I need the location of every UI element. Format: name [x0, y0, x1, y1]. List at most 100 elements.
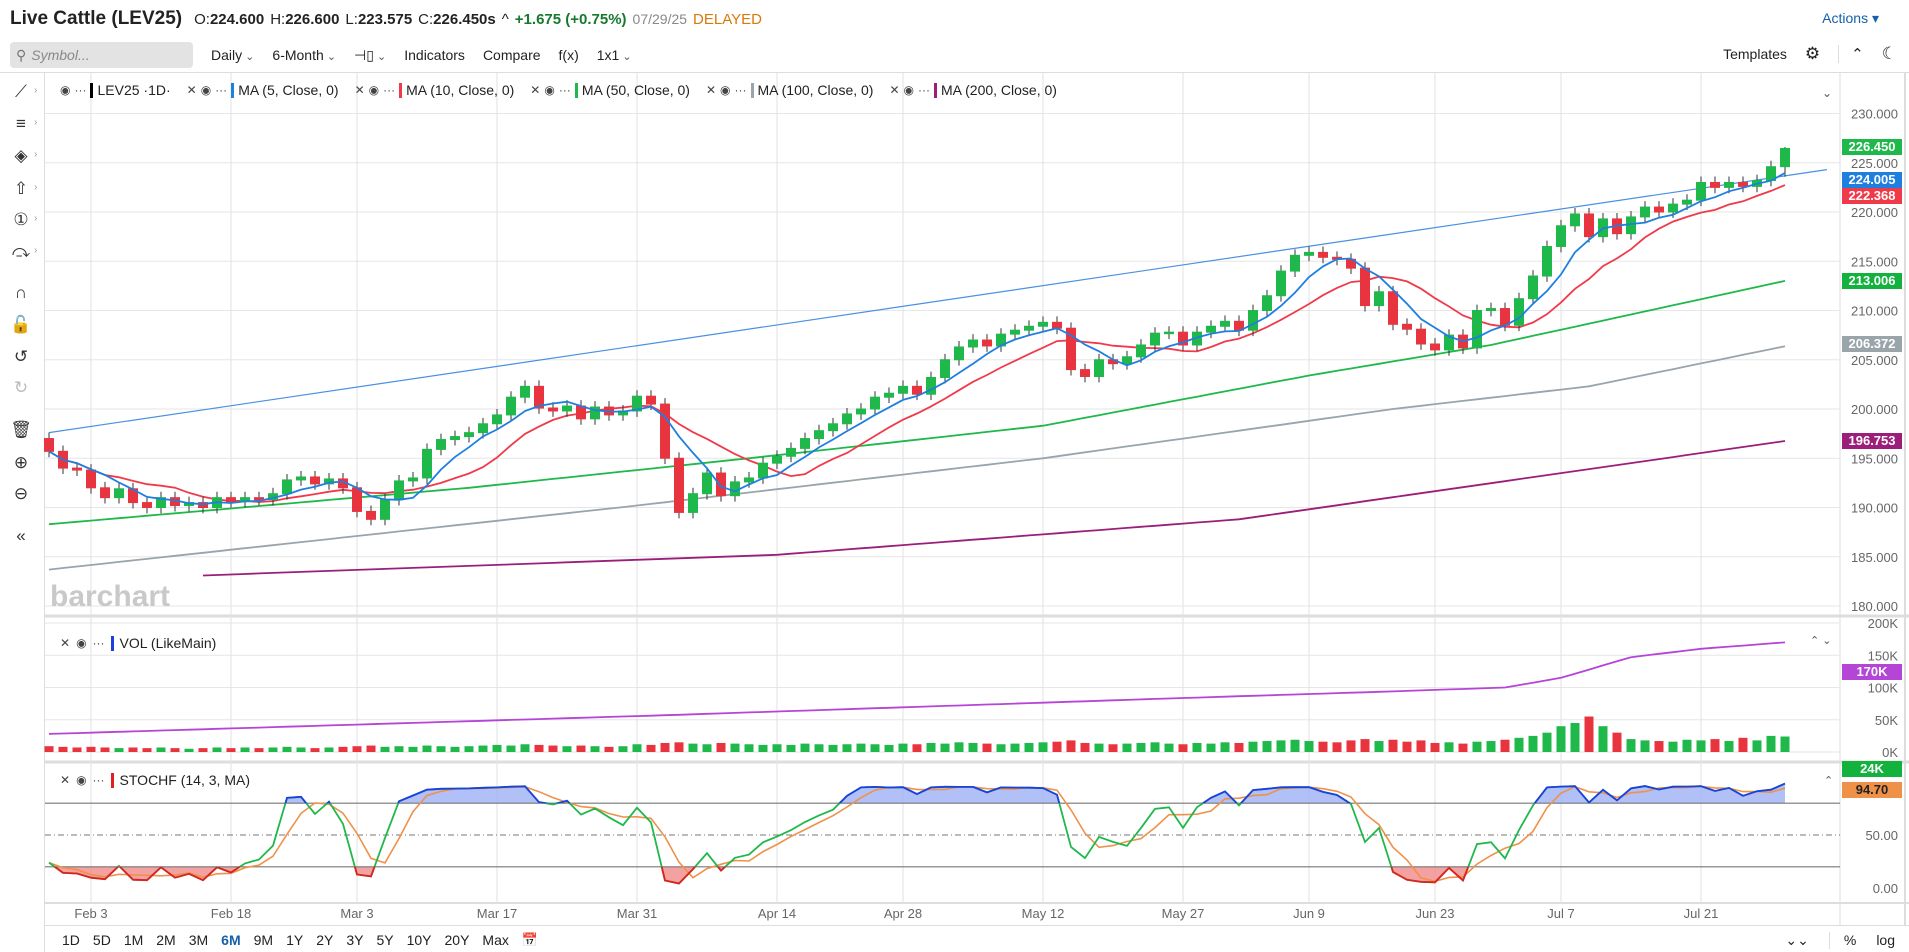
date-tick-label: Mar 3: [340, 906, 373, 921]
period-dropdown[interactable]: 6-Month: [272, 47, 336, 63]
more-icon[interactable]: ···: [92, 636, 105, 650]
number-marker-icon[interactable]: ①: [13, 210, 29, 229]
gear-icon[interactable]: ⚙: [1804, 44, 1821, 63]
range-button-10y[interactable]: 10Y: [406, 932, 432, 948]
zoom-out-icon[interactable]: ⊖: [13, 484, 29, 503]
chevron-right-icon[interactable]: ›: [34, 85, 38, 96]
more-icon[interactable]: ···: [734, 83, 747, 97]
range-button-1y[interactable]: 1Y: [286, 932, 304, 948]
range-button-6m[interactable]: 6M: [221, 932, 241, 948]
candle: [282, 479, 292, 495]
range-button-3m[interactable]: 3M: [188, 932, 209, 948]
volume-bar: [1178, 744, 1188, 752]
dark-mode-moon-icon[interactable]: ☾: [1881, 44, 1897, 63]
eye-icon[interactable]: ◉: [200, 83, 212, 97]
volume-bar: [170, 748, 180, 752]
range-button-1m[interactable]: 1M: [123, 932, 144, 948]
legend-item[interactable]: ◉ ··· LEV25 ·1D·: [60, 82, 171, 98]
actions-menu-button[interactable]: Actions ▾: [1822, 10, 1879, 26]
legend-collapse-chevron-icon[interactable]: ⌄: [1822, 86, 1833, 100]
more-icon[interactable]: ···: [558, 83, 571, 97]
legend-item[interactable]: ✕ ◉ ··· MA (100, Close, 0): [706, 82, 873, 98]
fibonacci-tool-icon[interactable]: ≡: [16, 114, 26, 133]
eye-icon[interactable]: ◉: [544, 83, 555, 97]
compare-button[interactable]: Compare: [482, 47, 541, 63]
close-icon[interactable]: ✕: [889, 83, 900, 97]
chevron-right-icon[interactable]: ›: [34, 117, 38, 128]
arrow-tool-icon[interactable]: ⇧: [13, 179, 29, 198]
candle: [1528, 275, 1538, 300]
trash-icon[interactable]: 🗑: [10, 420, 32, 439]
trend-line-tool-icon[interactable]: ⟋: [15, 82, 27, 101]
chart-type-dropdown[interactable]: ⊣▯: [354, 47, 386, 64]
close-icon[interactable]: ✕: [60, 773, 71, 787]
more-icon[interactable]: ···: [74, 83, 87, 97]
more-icon[interactable]: ···: [92, 773, 105, 787]
close-icon[interactable]: ✕: [530, 83, 541, 97]
range-button-1d[interactable]: 1D: [62, 932, 80, 948]
candle: [1444, 334, 1454, 351]
chevron-right-icon[interactable]: ›: [34, 149, 38, 160]
chevron-right-icon[interactable]: ›: [34, 182, 38, 193]
candle: [548, 407, 558, 412]
close-icon[interactable]: ✕: [186, 83, 197, 97]
legend-item[interactable]: ✕ ◉ ··· MA (50, Close, 0): [530, 82, 690, 98]
expand-down-icon[interactable]: ⌄⌄: [1785, 932, 1809, 948]
close-icon[interactable]: ✕: [60, 636, 71, 650]
pane-move-up-icon[interactable]: ⌃: [1824, 775, 1834, 787]
stoch-legend-label: STOCHF (14, 3, MA): [119, 772, 250, 788]
eye-icon[interactable]: ◉: [76, 636, 87, 650]
path-tool-icon[interactable]: ⤼: [11, 242, 31, 261]
range-button-2m[interactable]: 2M: [156, 932, 176, 948]
candle: [1164, 331, 1174, 335]
date-tick-label: Feb 18: [211, 906, 251, 921]
candle: [520, 385, 530, 398]
symbol-search-input[interactable]: ⚲ Symbol...: [10, 42, 193, 68]
more-icon[interactable]: ···: [383, 83, 396, 97]
range-button-2y[interactable]: 2Y: [316, 932, 334, 948]
function-button[interactable]: f(x): [558, 47, 579, 63]
legend-item[interactable]: ✕ ◉ ··· MA (10, Close, 0): [355, 82, 515, 98]
layout-dropdown[interactable]: 1x1: [597, 47, 632, 63]
chevron-right-icon[interactable]: ›: [34, 213, 38, 224]
indicators-button[interactable]: Indicators: [404, 47, 465, 63]
candle: [394, 480, 404, 501]
eye-icon[interactable]: ◉: [720, 83, 731, 97]
more-icon[interactable]: ···: [918, 83, 930, 97]
eye-icon[interactable]: ◉: [903, 83, 914, 97]
eye-icon[interactable]: ◉: [60, 83, 71, 97]
pane-move-arrows-icon[interactable]: ⌃ ⌄: [1810, 635, 1832, 647]
more-icon[interactable]: ···: [215, 83, 228, 97]
range-button-5y[interactable]: 5Y: [376, 932, 394, 948]
range-button-9m[interactable]: 9M: [253, 932, 274, 948]
collapse-sidebar-icon[interactable]: «: [16, 526, 26, 545]
close-icon[interactable]: ✕: [705, 83, 717, 97]
range-button-20y[interactable]: 20Y: [444, 932, 470, 948]
zoom-in-icon[interactable]: ⊕: [13, 453, 29, 472]
log-scale-toggle[interactable]: log: [1876, 932, 1895, 948]
unlock-icon[interactable]: 🔓: [10, 315, 32, 334]
price-value-label: 226.450: [1842, 138, 1902, 155]
collapse-up-icon[interactable]: ⌃: [1838, 45, 1864, 63]
range-button-3y[interactable]: 3Y: [346, 932, 364, 948]
interval-dropdown[interactable]: Daily: [211, 47, 254, 63]
percent-scale-toggle[interactable]: %: [1828, 932, 1856, 949]
shapes-tool-icon[interactable]: ◈: [14, 146, 28, 165]
magnet-icon[interactable]: ∩: [14, 283, 28, 302]
calendar-icon[interactable]: 📅: [521, 932, 539, 947]
templates-button[interactable]: Templates: [1723, 46, 1787, 62]
legend-item[interactable]: ✕ ◉ ··· MA (5, Close, 0): [187, 82, 339, 98]
eye-icon[interactable]: ◉: [76, 773, 87, 787]
chevron-right-icon[interactable]: ›: [34, 245, 38, 256]
range-button-5d[interactable]: 5D: [92, 932, 111, 948]
range-button-max[interactable]: Max: [482, 932, 509, 948]
legend-item[interactable]: ✕ ◉ ··· MA (200, Close, 0): [889, 82, 1056, 98]
undo-icon[interactable]: ↺: [13, 347, 29, 366]
volume-bar: [1388, 739, 1398, 752]
redo-icon[interactable]: ↻: [13, 378, 29, 397]
volume-bar: [1430, 742, 1440, 752]
candle: [674, 457, 684, 513]
eye-icon[interactable]: ◉: [368, 83, 380, 97]
close-icon[interactable]: ✕: [354, 83, 365, 97]
